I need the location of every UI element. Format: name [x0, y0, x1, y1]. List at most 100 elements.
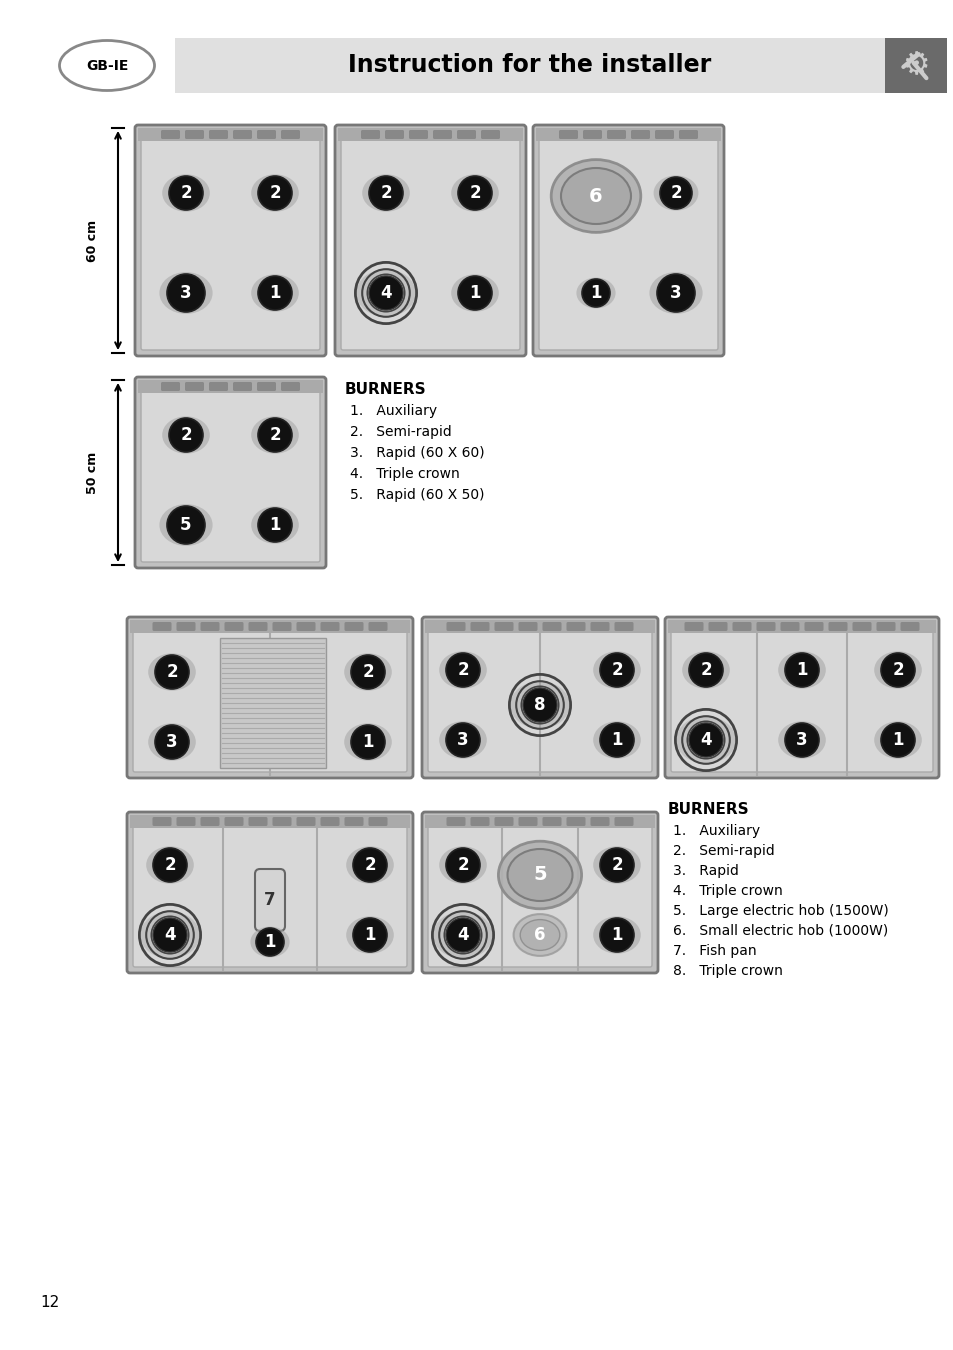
- Text: 4: 4: [380, 284, 392, 302]
- Text: 1: 1: [611, 926, 622, 944]
- FancyBboxPatch shape: [606, 130, 625, 139]
- Ellipse shape: [451, 174, 498, 212]
- Bar: [174, 38, 884, 93]
- Circle shape: [369, 176, 402, 211]
- FancyBboxPatch shape: [200, 817, 219, 826]
- Text: 2: 2: [469, 184, 480, 202]
- Text: 2: 2: [362, 663, 374, 680]
- FancyBboxPatch shape: [185, 130, 204, 139]
- FancyBboxPatch shape: [803, 622, 822, 630]
- FancyBboxPatch shape: [127, 811, 413, 973]
- Ellipse shape: [362, 174, 410, 212]
- Text: 2: 2: [166, 663, 177, 680]
- Circle shape: [581, 279, 609, 306]
- Ellipse shape: [251, 274, 298, 312]
- Circle shape: [522, 688, 557, 722]
- FancyBboxPatch shape: [446, 622, 465, 630]
- FancyBboxPatch shape: [335, 126, 525, 356]
- FancyBboxPatch shape: [344, 622, 363, 630]
- Bar: [337, 128, 522, 140]
- Ellipse shape: [593, 651, 640, 688]
- FancyBboxPatch shape: [494, 817, 513, 826]
- Ellipse shape: [148, 724, 195, 760]
- Text: 8: 8: [534, 697, 545, 714]
- FancyBboxPatch shape: [254, 869, 285, 931]
- Text: 1: 1: [362, 733, 374, 751]
- FancyBboxPatch shape: [428, 622, 651, 772]
- Circle shape: [688, 724, 722, 757]
- Text: 4.   Triple crown: 4. Triple crown: [350, 467, 459, 481]
- FancyBboxPatch shape: [684, 622, 702, 630]
- FancyBboxPatch shape: [224, 622, 243, 630]
- FancyBboxPatch shape: [446, 817, 465, 826]
- FancyBboxPatch shape: [614, 817, 633, 826]
- FancyBboxPatch shape: [281, 130, 299, 139]
- FancyBboxPatch shape: [296, 817, 315, 826]
- Circle shape: [169, 418, 203, 452]
- FancyBboxPatch shape: [566, 622, 585, 630]
- FancyBboxPatch shape: [518, 622, 537, 630]
- FancyBboxPatch shape: [876, 622, 895, 630]
- Ellipse shape: [593, 846, 640, 884]
- FancyBboxPatch shape: [135, 126, 326, 356]
- Text: BURNERS: BURNERS: [667, 802, 749, 817]
- Text: 7: 7: [264, 891, 275, 909]
- Ellipse shape: [551, 159, 640, 232]
- FancyBboxPatch shape: [542, 622, 561, 630]
- Text: 3: 3: [166, 733, 177, 751]
- Text: 2: 2: [269, 427, 280, 444]
- Circle shape: [599, 724, 634, 757]
- Text: 4: 4: [456, 926, 468, 944]
- FancyBboxPatch shape: [590, 817, 609, 826]
- Circle shape: [369, 275, 402, 310]
- Ellipse shape: [438, 721, 486, 759]
- Bar: [130, 815, 410, 828]
- FancyBboxPatch shape: [209, 130, 228, 139]
- FancyBboxPatch shape: [320, 622, 339, 630]
- Ellipse shape: [344, 724, 392, 760]
- FancyBboxPatch shape: [679, 130, 698, 139]
- Text: 2: 2: [364, 856, 375, 873]
- FancyBboxPatch shape: [340, 131, 519, 350]
- Text: 5: 5: [180, 516, 192, 535]
- Ellipse shape: [251, 506, 298, 544]
- Text: 1: 1: [469, 284, 480, 302]
- Text: 2: 2: [180, 184, 192, 202]
- FancyBboxPatch shape: [518, 817, 537, 826]
- Text: 2.   Semi-rapid: 2. Semi-rapid: [350, 425, 452, 439]
- Ellipse shape: [251, 174, 298, 212]
- Ellipse shape: [778, 651, 825, 688]
- FancyBboxPatch shape: [233, 130, 252, 139]
- FancyBboxPatch shape: [433, 130, 452, 139]
- FancyBboxPatch shape: [256, 130, 275, 139]
- FancyBboxPatch shape: [200, 622, 219, 630]
- Bar: [130, 620, 410, 633]
- Text: 1: 1: [364, 926, 375, 944]
- FancyBboxPatch shape: [273, 622, 292, 630]
- Circle shape: [784, 653, 818, 687]
- FancyBboxPatch shape: [161, 382, 180, 391]
- Circle shape: [659, 177, 691, 209]
- FancyBboxPatch shape: [256, 382, 275, 391]
- FancyBboxPatch shape: [248, 817, 267, 826]
- Ellipse shape: [451, 274, 498, 312]
- Circle shape: [167, 506, 205, 544]
- Circle shape: [599, 653, 634, 687]
- Text: 2: 2: [180, 427, 192, 444]
- Text: 1.   Auxiliary: 1. Auxiliary: [672, 824, 760, 838]
- FancyBboxPatch shape: [470, 622, 489, 630]
- FancyBboxPatch shape: [421, 811, 658, 973]
- FancyBboxPatch shape: [176, 817, 195, 826]
- Text: 3: 3: [456, 730, 468, 749]
- Text: 1: 1: [264, 933, 275, 950]
- Text: 4.   Triple crown: 4. Triple crown: [672, 884, 781, 898]
- FancyBboxPatch shape: [368, 622, 387, 630]
- FancyBboxPatch shape: [273, 817, 292, 826]
- Ellipse shape: [507, 849, 572, 900]
- FancyBboxPatch shape: [209, 382, 228, 391]
- Bar: [138, 128, 323, 140]
- FancyBboxPatch shape: [344, 817, 363, 826]
- Circle shape: [446, 848, 479, 882]
- Circle shape: [353, 918, 387, 952]
- Ellipse shape: [346, 846, 394, 884]
